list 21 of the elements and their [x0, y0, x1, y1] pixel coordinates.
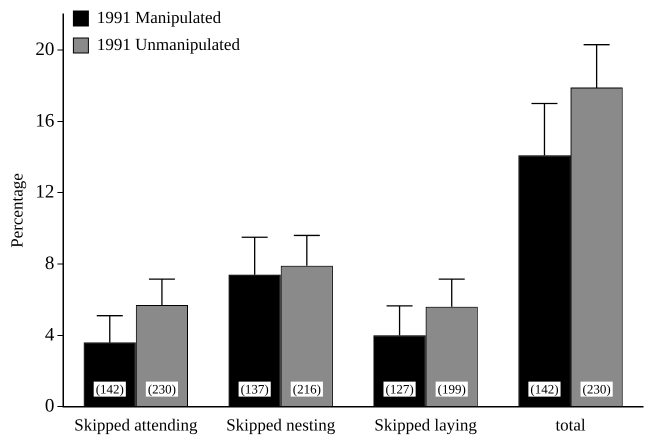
x-tick-label: Skipped laying: [374, 415, 478, 434]
annotation: (142): [530, 382, 559, 397]
legend-label: 1991 Unmanipulated: [96, 34, 240, 54]
x-tick-label: Skipped nesting: [226, 415, 336, 434]
y-tick-label: 4: [44, 324, 55, 346]
y-tick-label: 16: [35, 110, 54, 132]
x-tick-label: Skipped attending: [74, 415, 198, 434]
annotation: (216): [292, 382, 321, 397]
y-tick-label: 20: [35, 39, 54, 60]
y-axis-title: Percentage: [8, 173, 27, 248]
y-tick-label: 12: [35, 182, 54, 203]
annotation: (137): [240, 382, 269, 397]
y-tick-label: 0: [44, 396, 54, 417]
x-tick-label: total: [555, 415, 586, 434]
annotation: (127): [385, 382, 414, 397]
y-tick-label: 8: [44, 252, 54, 274]
annotation: (230): [148, 382, 176, 397]
annotation: (230): [582, 382, 611, 397]
annotation: (142): [96, 382, 124, 397]
annotation: (199): [438, 382, 466, 397]
legend-label: 1991 Manipulated: [96, 8, 222, 27]
